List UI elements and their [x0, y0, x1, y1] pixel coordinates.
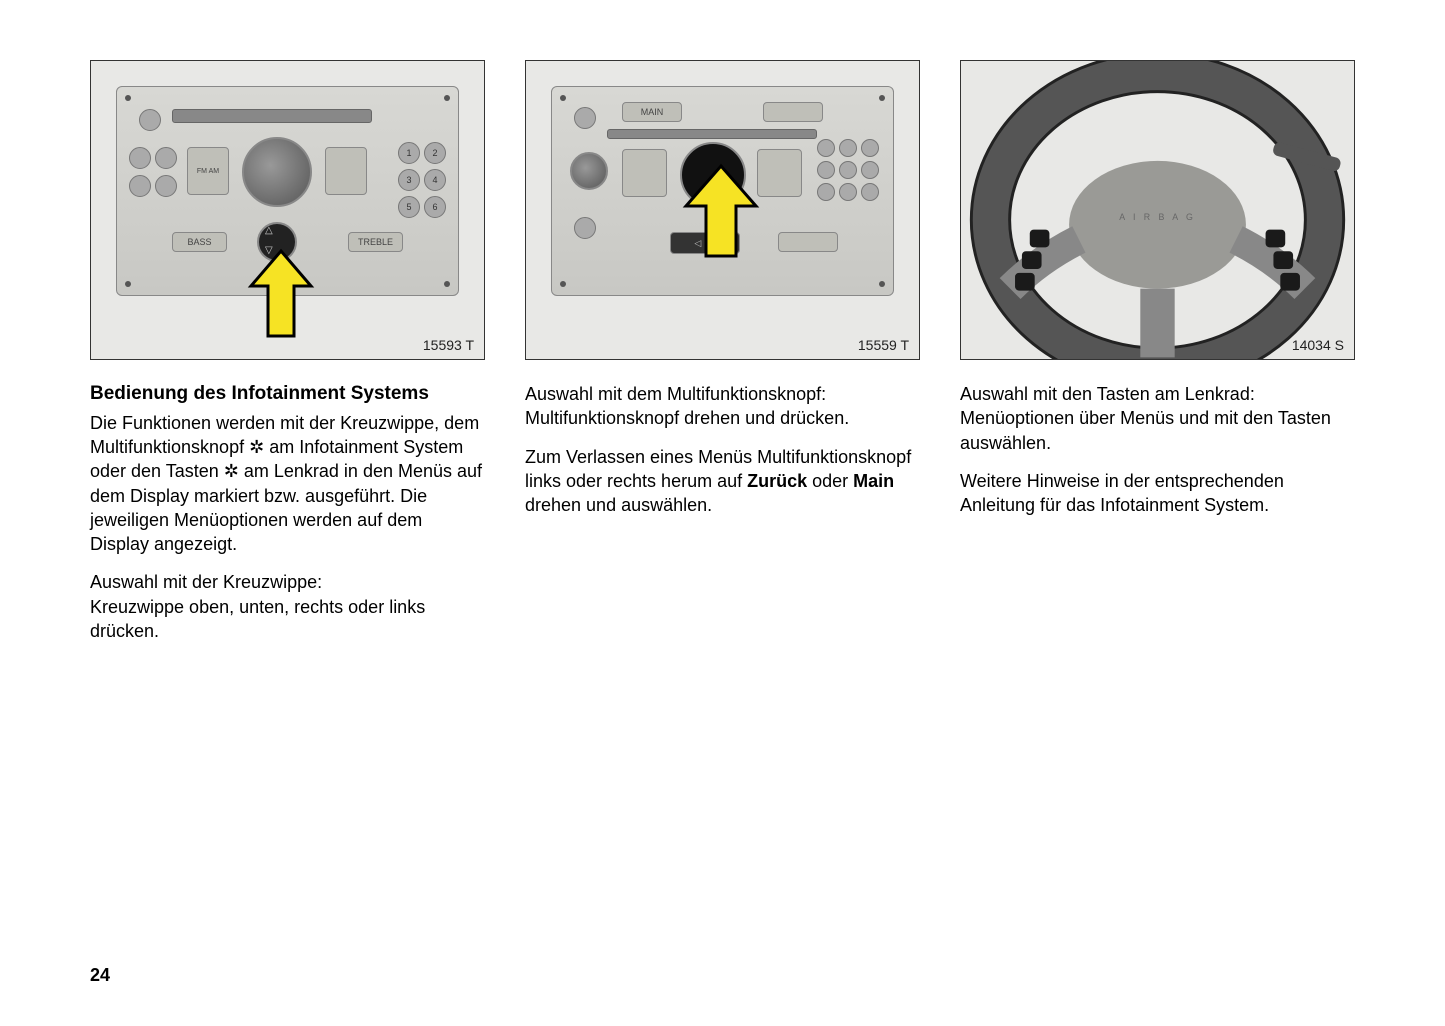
steering-wheel-icon: A I R B A G — [961, 61, 1354, 359]
column-1: FM AM 1 2 3 4 5 6 BASS TREBLE △ ▽ 15593 … — [90, 60, 485, 657]
col1-heading: Bedienung des Infotainment Systems — [90, 382, 485, 407]
page-number: 24 — [90, 965, 110, 986]
figure-3: A I R B A G 14034 S — [960, 60, 1355, 360]
col1-p2: Auswahl mit der Kreuzwippe: Kreuzwippe o… — [90, 570, 485, 643]
col1-p1: Die Funktionen werden mit der Kreuzwippe… — [90, 411, 485, 557]
column-3: A I R B A G 14034 S Auswahl mit den Tast… — [960, 60, 1355, 657]
col2-p2-b: oder — [807, 471, 853, 491]
col2-p2-bold1: Zurück — [747, 471, 807, 491]
arrow-icon — [681, 161, 761, 261]
svg-text:A I R B A G: A I R B A G — [1119, 212, 1196, 222]
column-2: MAIN ◁ ▷ — [525, 60, 920, 657]
col3-p2: Weitere Hinweise in der entsprechenden A… — [960, 469, 1355, 518]
col2-p2-c: drehen und auswählen. — [525, 495, 712, 515]
col2-p1: Auswahl mit dem Multifunktionsknopf: Mul… — [525, 382, 920, 431]
figure-2-label: 15559 T — [858, 337, 909, 353]
snowflake-icon: ✲ — [224, 461, 239, 481]
col2-p2: Zum Verlassen eines Menüs Multifunktions… — [525, 445, 920, 518]
arrow-icon — [246, 246, 316, 341]
figure-2: MAIN ◁ ▷ — [525, 60, 920, 360]
figure-1-label: 15593 T — [423, 337, 474, 353]
figure-3-label: 14034 S — [1292, 337, 1344, 353]
page-columns: FM AM 1 2 3 4 5 6 BASS TREBLE △ ▽ 15593 … — [90, 60, 1355, 657]
figure-1: FM AM 1 2 3 4 5 6 BASS TREBLE △ ▽ 15593 … — [90, 60, 485, 360]
col3-p1: Auswahl mit den Tasten am Lenkrad: Menüo… — [960, 382, 1355, 455]
snowflake-icon: ✲ — [249, 437, 264, 457]
col2-p2-bold2: Main — [853, 471, 894, 491]
